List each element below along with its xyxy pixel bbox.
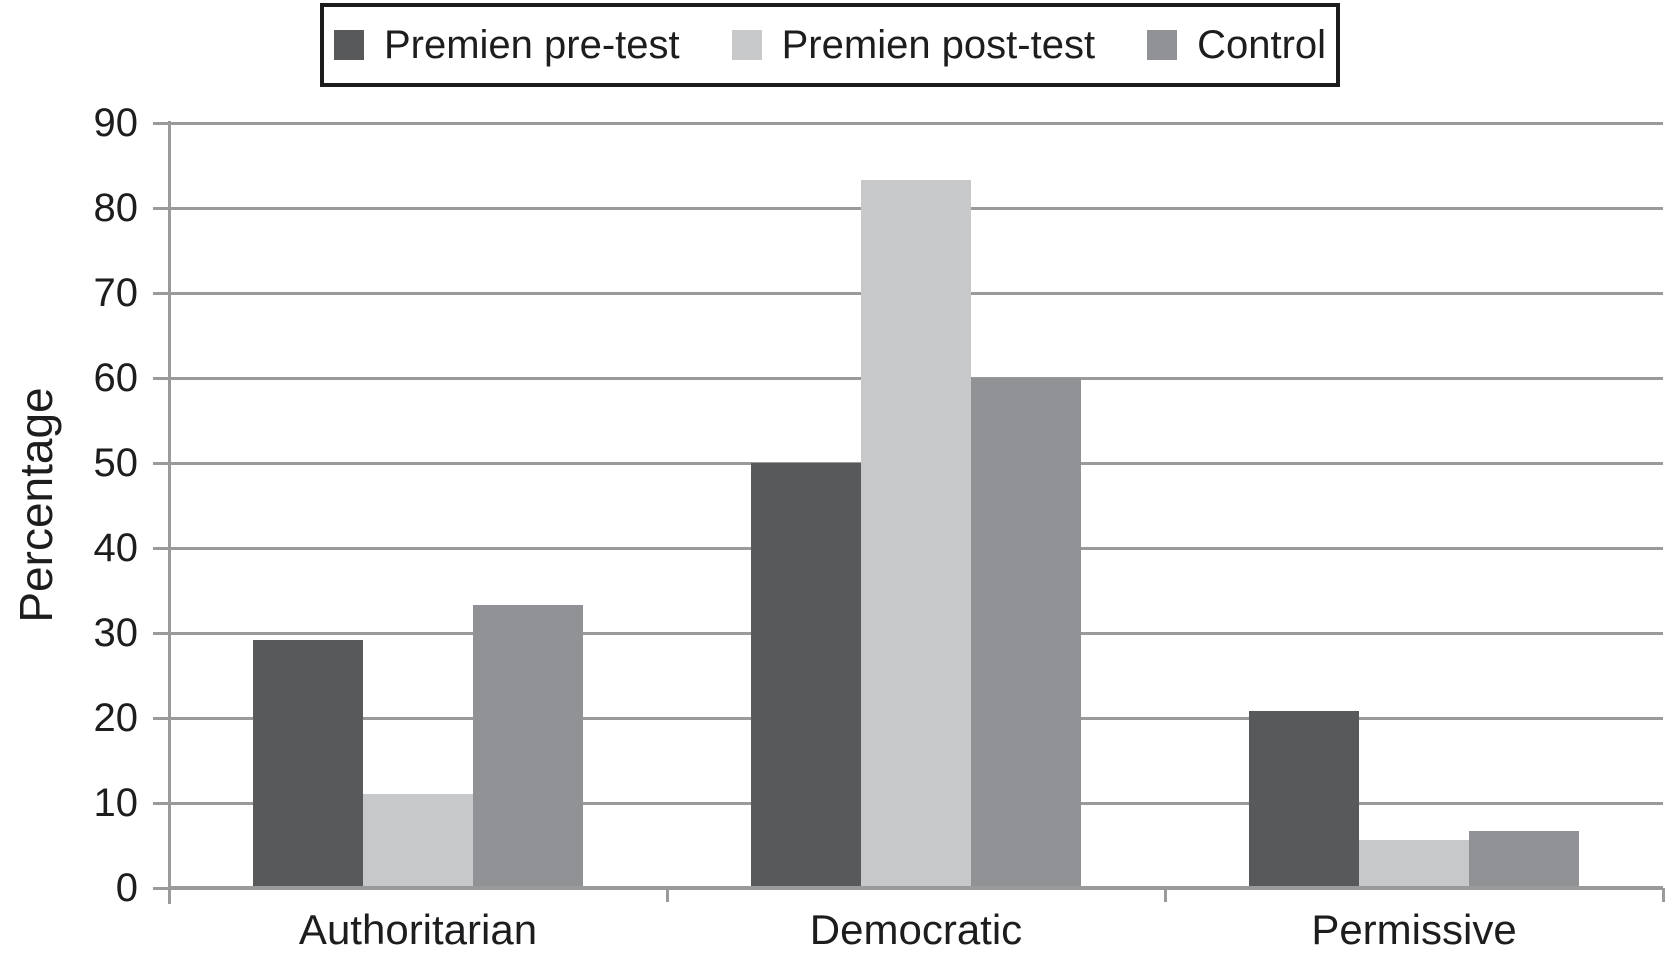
x-axis-tick xyxy=(1163,888,1167,902)
y-axis-tick xyxy=(153,716,169,720)
legend-label: Control xyxy=(1197,23,1327,67)
legend-swatch-icon xyxy=(1147,30,1178,60)
bar-democratic-post-test xyxy=(861,179,971,888)
bar-permissive-control xyxy=(1469,831,1579,888)
legend-item-control: Control xyxy=(1147,25,1326,65)
bar-authoritarian-post-test xyxy=(363,793,473,888)
legend-swatch-icon xyxy=(731,30,762,60)
x-category-label: Authoritarian xyxy=(298,906,538,953)
x-axis-tick xyxy=(1661,888,1665,902)
y-tick-label: 0 xyxy=(115,866,138,910)
y-tick-label: 20 xyxy=(93,696,139,740)
x-category-label: Democratic xyxy=(809,906,1023,953)
x-axis-tick xyxy=(665,888,669,902)
x-category-label: Permissive xyxy=(1311,906,1517,953)
y-tick-label: 80 xyxy=(93,186,139,230)
y-tick-label: 50 xyxy=(93,441,139,485)
chart-legend: Premien pre-test Premien post-test Contr… xyxy=(320,3,1340,87)
legend-label: Premien pre-test xyxy=(383,23,680,67)
y-tick-label: 30 xyxy=(93,611,139,655)
legend-item-premien-post-test: Premien post-test xyxy=(731,23,1096,67)
legend-swatch-icon xyxy=(333,30,364,60)
y-axis-tick xyxy=(153,121,169,125)
y-axis-line xyxy=(167,121,171,904)
bar-authoritarian-pre-test xyxy=(253,639,363,888)
y-axis-tick xyxy=(153,376,169,380)
y-tick-label: 60 xyxy=(93,356,139,400)
x-axis-line xyxy=(169,886,1663,890)
bar-authoritarian-control xyxy=(473,604,583,888)
y-axis-tick xyxy=(153,206,169,210)
bar-permissive-post-test xyxy=(1359,840,1469,888)
y-axis-tick xyxy=(153,461,169,465)
y-axis-tick xyxy=(153,886,169,890)
bar-democratic-pre-test xyxy=(751,463,861,888)
y-axis-tick xyxy=(153,291,169,295)
y-axis-tick xyxy=(153,801,169,805)
legend-item-premien-pre-test: Premien pre-test xyxy=(333,23,680,67)
y-tick-label: 70 xyxy=(93,271,139,315)
y-axis-tick xyxy=(153,546,169,550)
gridline xyxy=(169,121,1663,125)
y-tick-label: 90 xyxy=(93,101,139,145)
y-axis-tick xyxy=(153,631,169,635)
y-tick-label: 40 xyxy=(93,526,139,570)
legend-label: Premien post-test xyxy=(781,23,1096,67)
bar-democratic-control xyxy=(971,378,1081,888)
y-tick-label: 10 xyxy=(93,781,139,825)
bar-permissive-pre-test xyxy=(1249,711,1359,888)
